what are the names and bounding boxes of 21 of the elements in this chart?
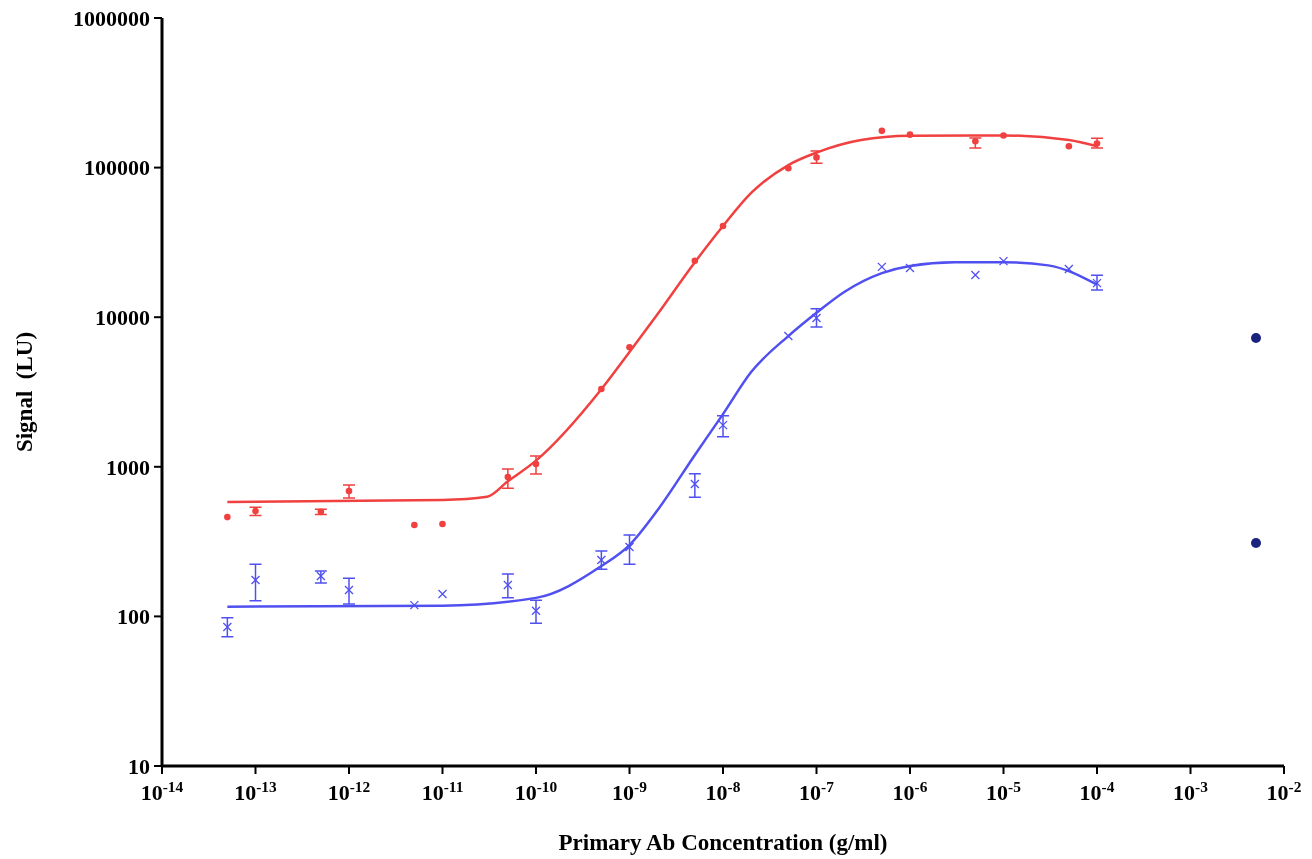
y-tick-label: 1000 [106, 454, 150, 480]
x-tick-label: 10$^{-4}$ [1079, 777, 1115, 805]
x-axis-title: Primary Ab Concentration (g/ml) [558, 830, 888, 855]
x-tick-label: 10$^{-9}$ [612, 777, 648, 805]
y-tick-label: 10000 [95, 304, 150, 330]
y-tick-label: 100000 [84, 155, 150, 181]
x-tick-label: 10$^{-8}$ [705, 777, 741, 805]
x-tick-label: 10$^{-3}$ [1173, 777, 1209, 805]
x-tick-label: 10$^{-13}$ [234, 777, 278, 805]
x-tick-label: 10$^{-14}$ [140, 777, 184, 805]
x-tick-label: 10$^{-5}$ [986, 777, 1022, 805]
x-tick-label: 10$^{-6}$ [892, 777, 928, 805]
x-tick-label: 10$^{-11}$ [421, 777, 464, 805]
x-tick-label: 10$^{-2}$ [1266, 777, 1302, 805]
x-tick-label: 10$^{-12}$ [327, 777, 371, 805]
y-tick-label: 1000000 [73, 5, 150, 31]
y-tick-label: 10 [128, 753, 150, 779]
y-tick-label: 100 [117, 604, 150, 630]
y-axis-title: Signal (LU) [12, 331, 37, 453]
x-tick-label: 10$^{-10}$ [514, 777, 558, 805]
x-tick-label: 10$^{-7}$ [799, 777, 835, 805]
